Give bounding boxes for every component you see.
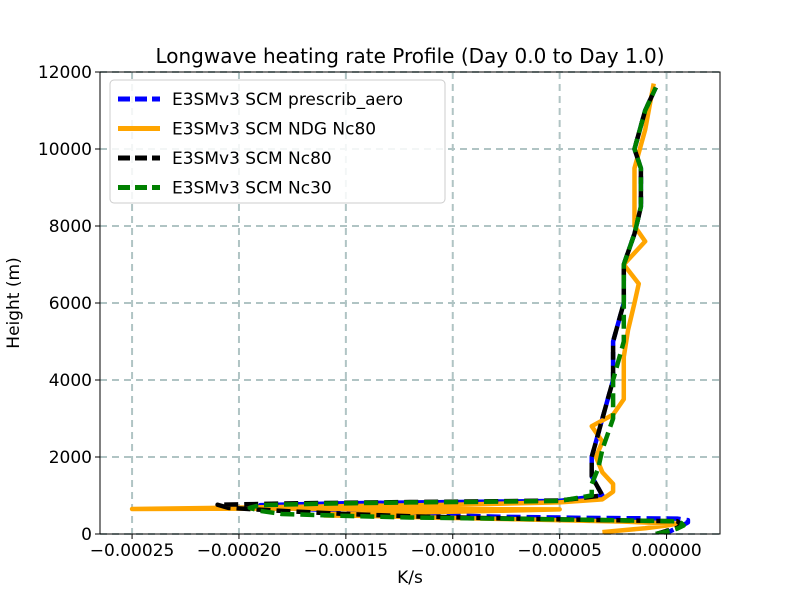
x-tick-label: −0.00015 [304,541,389,561]
x-tick-label: 0.00000 [631,541,701,561]
series-line-4 [247,86,686,534]
x-axis-ticks: −0.00025 −0.00020 −0.00015 −0.00010 −0.00005… [90,534,702,561]
y-tick-label: 0 [81,525,92,545]
x-tick-label: −0.00020 [197,541,282,561]
y-tick-label: 6000 [49,294,92,314]
legend-label-1: E3SMv3 SCM prescrib_aero [172,90,403,110]
y-tick-label: 2000 [49,448,92,468]
x-tick-label: −0.00025 [90,541,175,561]
y-tick-label: 4000 [49,371,92,391]
y-tick-label: 10000 [38,140,92,160]
y-tick-label: 12000 [38,63,92,83]
x-axis-label: K/s [397,568,423,588]
chart-title: Longwave heating rate Profile (Day 0.0 t… [155,44,664,68]
legend: E3SMv3 SCM prescrib_aero E3SMv3 SCM NDG N… [109,79,446,204]
series-line-3 [215,86,684,534]
x-tick-label: −0.00010 [410,541,495,561]
y-axis-ticks: 0 2000 4000 6000 8000 10000 12000 [38,63,100,545]
legend-label-4: E3SMv3 SCM Nc30 [172,179,332,199]
legend-label-3: E3SMv3 SCM Nc80 [172,149,332,169]
y-axis-label: Height (m) [4,257,24,348]
legend-label-2: E3SMv3 SCM NDG Nc80 [172,120,376,140]
x-tick-label: −0.00005 [517,541,602,561]
y-tick-label: 8000 [49,217,92,237]
series-layer [129,83,691,534]
legend-box [109,79,446,204]
